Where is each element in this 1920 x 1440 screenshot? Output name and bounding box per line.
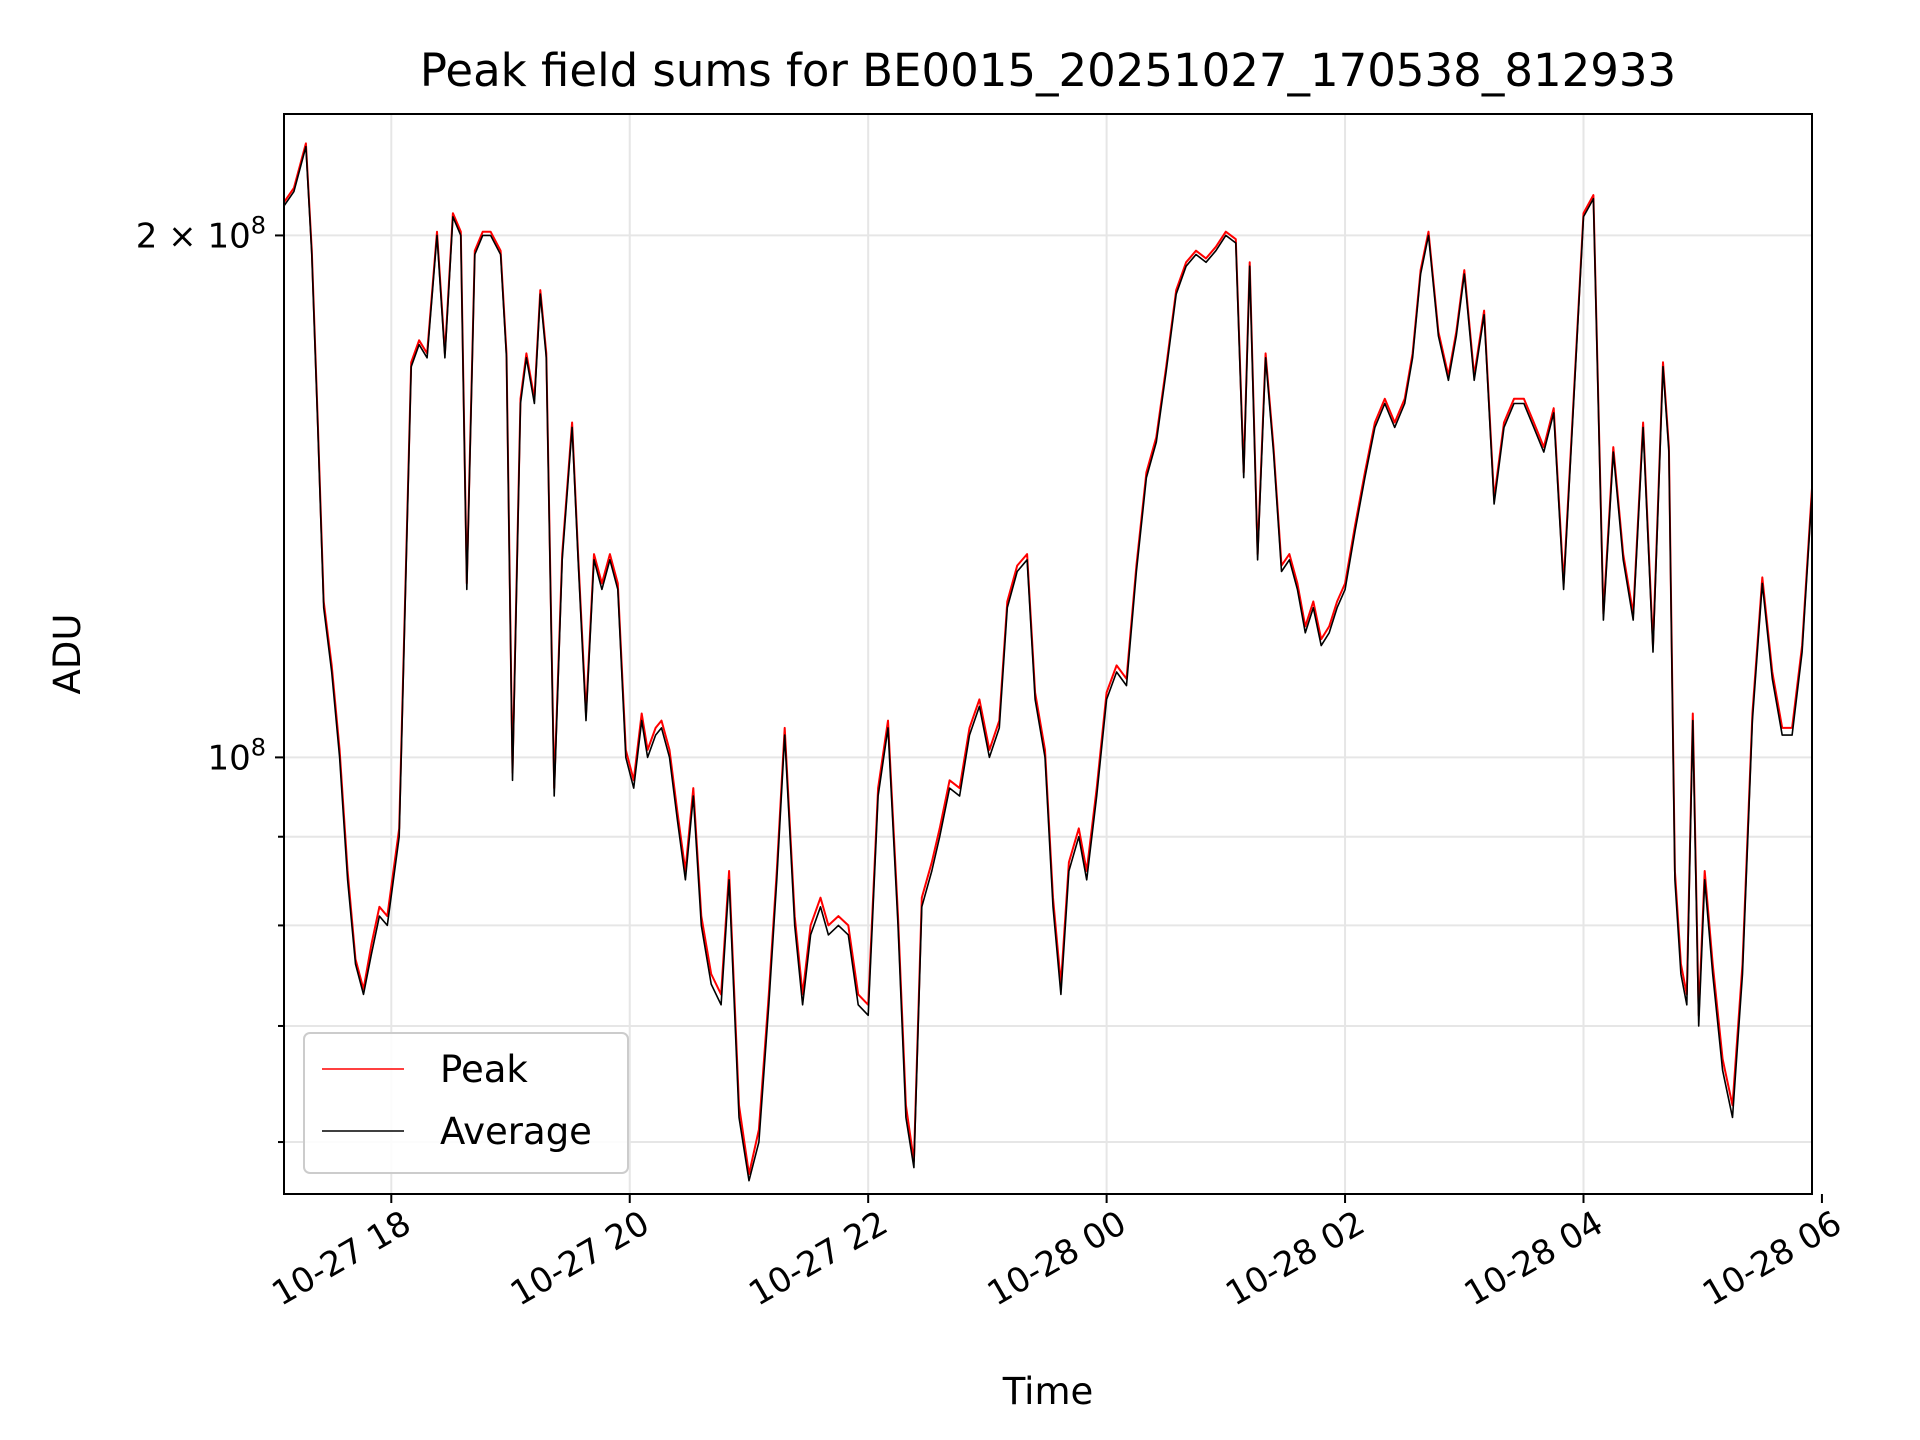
legend-label-average: Average [440, 1110, 592, 1153]
y-tick-label-base: 10 [207, 738, 250, 778]
legend: Peak Average [303, 1032, 629, 1174]
legend-box [303, 1032, 629, 1174]
chart-title: Peak field sums for BE0015_20251027_1705… [420, 44, 1676, 97]
legend-label-peak: Peak [440, 1048, 528, 1091]
series-layer [284, 142, 1812, 1182]
x-axis-label: Time [1002, 1370, 1094, 1413]
y-tick-label-exp: 8 [251, 211, 266, 239]
y-tick-label: 2 × 108 [136, 211, 266, 256]
y-tick-label-exp: 8 [251, 733, 266, 761]
y-tick-label-base: 10 [207, 216, 250, 256]
y-tick-label-coef: 2 × [136, 216, 208, 256]
y-tick-label: 108 [207, 733, 266, 778]
plot-frame [283, 113, 1813, 1195]
series-line-average [284, 145, 1812, 1182]
y-axis-label: ADU [46, 614, 89, 695]
